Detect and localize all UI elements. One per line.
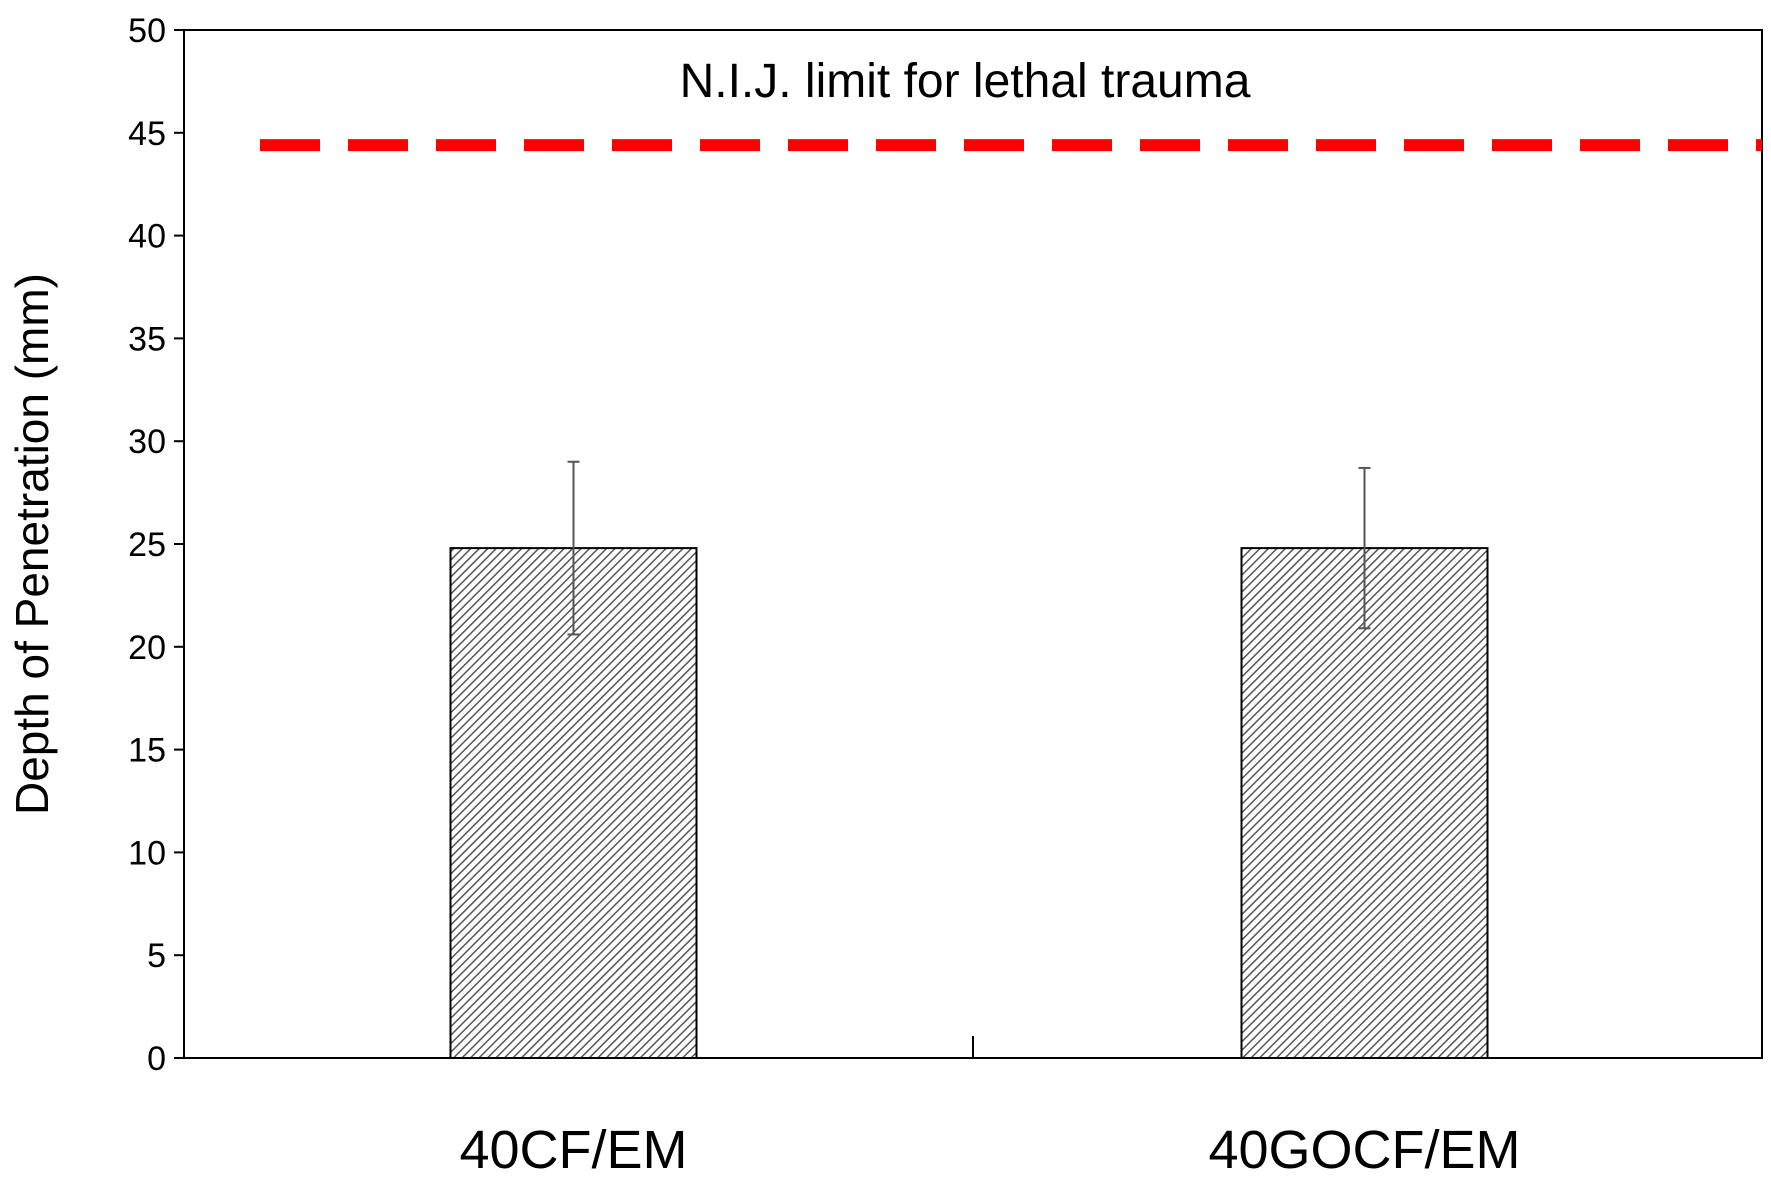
- y-tick-label: 35: [128, 320, 166, 358]
- y-tick-label: 50: [128, 12, 166, 50]
- y-tick-label: 40: [128, 218, 166, 256]
- y-axis-title: Depth of Penetration (mm): [6, 273, 58, 815]
- y-tick-label: 30: [128, 423, 166, 461]
- y-tick-label: 0: [147, 1040, 166, 1078]
- error-bar: [567, 460, 580, 636]
- bar: [1240, 547, 1489, 1059]
- y-axis: 0 5 10 15 20 25 30 35 40 45 50: [128, 12, 184, 1078]
- y-tick-label: 15: [128, 732, 166, 770]
- y-tick-label: 10: [128, 834, 166, 872]
- y-tick-label: 20: [128, 629, 166, 667]
- nij-limit-label: N.I.J. limit for lethal trauma: [680, 55, 1251, 108]
- error-bar: [1358, 466, 1371, 630]
- y-tick-label: 5: [147, 937, 166, 975]
- x-category-label: 40CF/EM: [459, 1120, 687, 1180]
- plot-area: [183, 29, 1763, 1059]
- x-category-label: 40GOCF/EM: [1208, 1120, 1520, 1180]
- y-tick-label: 25: [128, 526, 166, 564]
- bar-series: 40CF/EM 40GOCF/EM: [449, 460, 1521, 1180]
- y-tick-label: 45: [128, 115, 166, 153]
